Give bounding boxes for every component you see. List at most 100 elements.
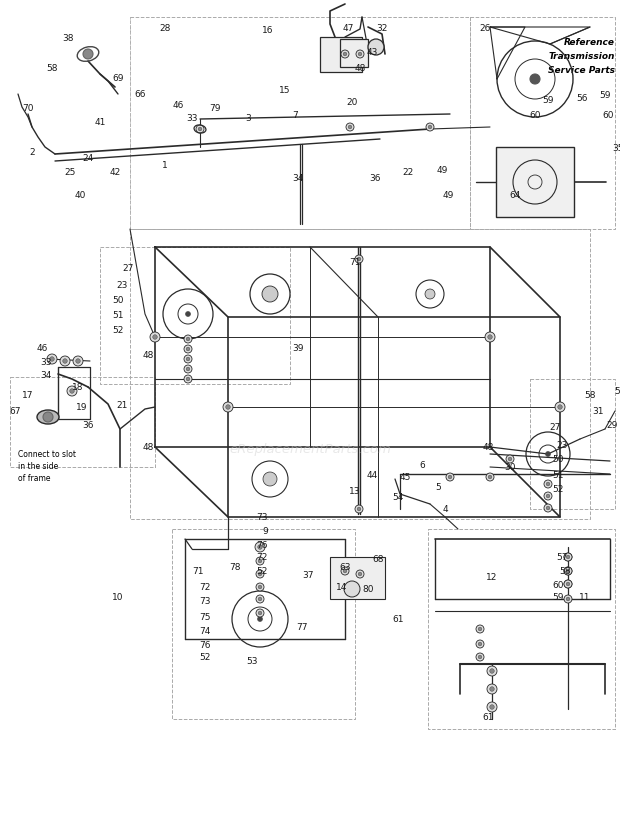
Circle shape xyxy=(508,457,512,461)
Text: 58: 58 xyxy=(559,567,571,576)
Circle shape xyxy=(478,628,482,631)
Text: 72: 72 xyxy=(256,553,268,562)
Circle shape xyxy=(426,124,434,132)
Text: 11: 11 xyxy=(579,593,591,602)
Text: 34: 34 xyxy=(40,370,51,379)
Text: 43: 43 xyxy=(366,48,378,57)
Text: of frame: of frame xyxy=(18,473,50,482)
Circle shape xyxy=(488,476,492,479)
Circle shape xyxy=(448,476,452,479)
Circle shape xyxy=(506,456,514,463)
Circle shape xyxy=(564,568,572,575)
Text: 77: 77 xyxy=(296,623,308,632)
Text: 35: 35 xyxy=(613,143,620,152)
Text: 33: 33 xyxy=(40,357,51,366)
Circle shape xyxy=(348,126,352,130)
Circle shape xyxy=(476,653,484,661)
Circle shape xyxy=(446,473,454,482)
Circle shape xyxy=(256,595,264,604)
Circle shape xyxy=(486,473,494,482)
Circle shape xyxy=(428,126,432,130)
Circle shape xyxy=(487,666,497,676)
Text: 1: 1 xyxy=(162,161,168,170)
Circle shape xyxy=(67,386,77,396)
Text: 21: 21 xyxy=(117,400,128,409)
Circle shape xyxy=(368,40,384,56)
Circle shape xyxy=(257,617,262,622)
Circle shape xyxy=(564,568,572,575)
Text: 22: 22 xyxy=(402,167,414,176)
Text: 18: 18 xyxy=(73,383,84,392)
Circle shape xyxy=(341,51,349,59)
Circle shape xyxy=(546,507,550,510)
Text: 73: 73 xyxy=(199,597,211,606)
Text: 27: 27 xyxy=(549,423,560,432)
Text: 7: 7 xyxy=(292,110,298,120)
Circle shape xyxy=(476,640,484,648)
Circle shape xyxy=(566,583,570,586)
Circle shape xyxy=(73,357,83,366)
Bar xyxy=(330,558,385,599)
Circle shape xyxy=(490,687,494,691)
Text: 44: 44 xyxy=(366,470,378,479)
Circle shape xyxy=(343,569,347,573)
Text: 42: 42 xyxy=(109,167,121,176)
Text: 49: 49 xyxy=(442,191,454,199)
Circle shape xyxy=(566,556,570,559)
Text: 5: 5 xyxy=(435,483,441,492)
Circle shape xyxy=(47,354,57,364)
Text: 6: 6 xyxy=(419,460,425,469)
Text: 59: 59 xyxy=(552,593,564,602)
Text: 15: 15 xyxy=(279,85,291,94)
Circle shape xyxy=(490,669,494,674)
Text: 3: 3 xyxy=(245,114,251,122)
Circle shape xyxy=(566,556,570,559)
Circle shape xyxy=(258,559,262,563)
Ellipse shape xyxy=(37,410,59,425)
Circle shape xyxy=(341,568,349,575)
Circle shape xyxy=(546,482,550,487)
Circle shape xyxy=(184,375,192,384)
Circle shape xyxy=(544,504,552,512)
Text: 52: 52 xyxy=(199,653,211,662)
Text: 10: 10 xyxy=(112,593,124,602)
Text: 52: 52 xyxy=(552,485,564,494)
Text: 61: 61 xyxy=(482,712,494,721)
Circle shape xyxy=(544,492,552,501)
Text: Connect to slot: Connect to slot xyxy=(18,450,76,458)
Circle shape xyxy=(153,335,157,340)
Circle shape xyxy=(564,553,572,561)
Text: 48: 48 xyxy=(143,443,154,452)
Circle shape xyxy=(356,51,364,59)
Circle shape xyxy=(258,545,262,549)
Circle shape xyxy=(478,642,482,646)
Circle shape xyxy=(70,390,74,394)
Circle shape xyxy=(355,256,363,263)
Text: 24: 24 xyxy=(82,153,94,162)
Circle shape xyxy=(76,359,80,364)
Circle shape xyxy=(485,333,495,343)
Text: 50: 50 xyxy=(552,455,564,464)
Text: 54: 54 xyxy=(392,493,404,502)
Circle shape xyxy=(544,481,552,488)
Text: 2: 2 xyxy=(29,147,35,156)
Text: 52: 52 xyxy=(256,567,268,576)
Text: 23: 23 xyxy=(556,440,568,449)
Circle shape xyxy=(358,573,362,576)
Text: 41: 41 xyxy=(94,117,105,126)
Text: 76: 76 xyxy=(199,640,211,649)
Circle shape xyxy=(184,355,192,364)
Text: 9: 9 xyxy=(262,527,268,536)
Circle shape xyxy=(196,126,204,134)
Circle shape xyxy=(150,333,160,343)
Circle shape xyxy=(63,359,67,364)
Text: 37: 37 xyxy=(303,570,314,579)
Circle shape xyxy=(566,583,570,586)
Text: 29: 29 xyxy=(606,420,618,429)
Circle shape xyxy=(530,75,540,85)
Bar xyxy=(496,148,574,217)
Circle shape xyxy=(256,558,264,565)
Text: 60: 60 xyxy=(529,110,541,120)
Text: 73: 73 xyxy=(256,513,268,522)
Circle shape xyxy=(564,580,572,589)
